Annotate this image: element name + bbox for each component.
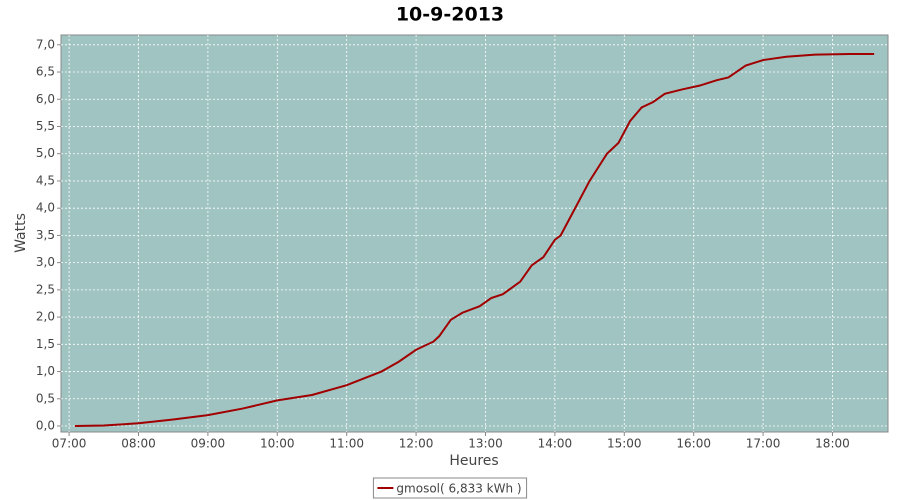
x-tick-label: 14:00 bbox=[538, 437, 573, 451]
y-tick-label: 6,0 bbox=[36, 92, 55, 106]
y-tick-label: 4,5 bbox=[36, 173, 55, 187]
legend-label: gmosol( 6,833 kWh ) bbox=[396, 482, 521, 496]
legend-box bbox=[372, 477, 528, 499]
y-tick-label: 1,0 bbox=[36, 364, 55, 378]
y-axis-label: Watts bbox=[13, 213, 29, 253]
y-tick-label: 1,5 bbox=[36, 337, 55, 351]
y-tick-label: 6,5 bbox=[36, 65, 55, 79]
x-tick-label: 18:00 bbox=[815, 437, 850, 451]
x-tick-label: 12:00 bbox=[399, 437, 434, 451]
y-tick-label: 5,0 bbox=[36, 146, 55, 160]
y-tick-label: 0,5 bbox=[36, 391, 55, 405]
legend: gmosol( 6,833 kWh ) bbox=[372, 477, 528, 499]
chart-title: 10-9-2013 bbox=[396, 4, 504, 26]
y-tick-label: 7,0 bbox=[36, 37, 55, 51]
y-tick-label: 2,5 bbox=[36, 282, 55, 296]
y-tick-label: 5,5 bbox=[36, 119, 55, 133]
x-axis-label: Heures bbox=[449, 453, 498, 469]
y-tick-label: 3,0 bbox=[36, 255, 55, 269]
x-tick-label: 15:00 bbox=[607, 437, 642, 451]
y-tick-label: 4,0 bbox=[36, 201, 55, 215]
x-tick-label: 16:00 bbox=[676, 437, 711, 451]
x-tick-label: 17:00 bbox=[746, 437, 781, 451]
x-tick-label: 11:00 bbox=[329, 437, 364, 451]
data-line bbox=[74, 53, 875, 428]
y-tick-label: 0,0 bbox=[36, 419, 55, 433]
x-tick-label: 07:00 bbox=[52, 437, 87, 451]
y-tick-label: 3,5 bbox=[36, 228, 55, 242]
x-tick-label: 08:00 bbox=[121, 437, 156, 451]
x-tick-label: 10:00 bbox=[260, 437, 295, 451]
plot-area bbox=[60, 34, 889, 433]
x-tick-label: 09:00 bbox=[191, 437, 226, 451]
x-tick-label: 13:00 bbox=[468, 437, 503, 451]
y-tick-label: 2,0 bbox=[36, 310, 55, 324]
